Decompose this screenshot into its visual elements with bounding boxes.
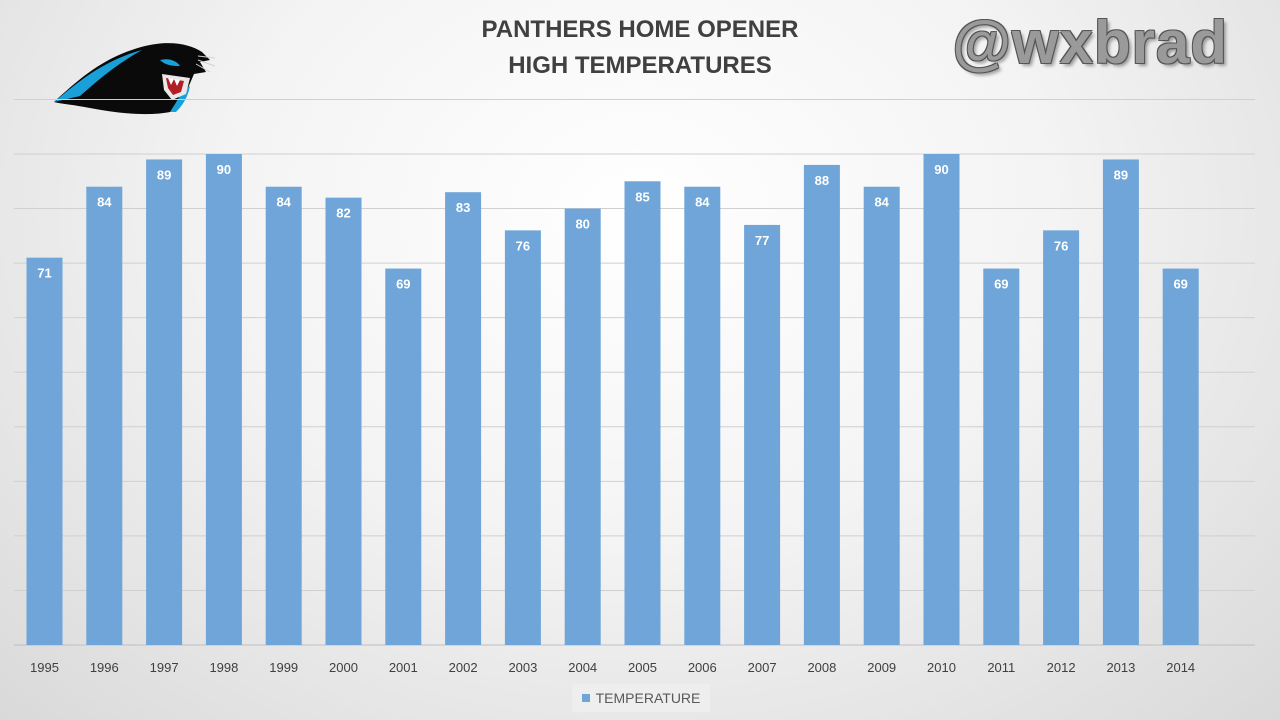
data-label-2013: 89 bbox=[1114, 167, 1128, 182]
data-label-2001: 69 bbox=[396, 277, 410, 292]
legend-label: TEMPERATURE bbox=[595, 690, 701, 706]
bar-2005 bbox=[624, 181, 661, 645]
data-label-2002: 83 bbox=[456, 200, 470, 215]
legend-swatch bbox=[581, 694, 590, 702]
bar-1995 bbox=[26, 257, 63, 645]
data-label-2009: 84 bbox=[874, 195, 889, 210]
bar-2003 bbox=[504, 230, 541, 645]
x-tick-label-1999: 1999 bbox=[269, 660, 298, 675]
data-label-2006: 84 bbox=[695, 195, 710, 210]
bar-1997 bbox=[146, 159, 183, 645]
bar-1996 bbox=[86, 186, 123, 645]
x-tick-label-2008: 2008 bbox=[807, 660, 836, 675]
data-label-2010: 90 bbox=[934, 162, 948, 177]
legend: TEMPERATURE bbox=[572, 684, 710, 712]
data-label-1995: 71 bbox=[37, 266, 51, 281]
data-label-2004: 80 bbox=[575, 217, 589, 232]
x-tick-label-2000: 2000 bbox=[329, 660, 358, 675]
watermark-handle: @wxbrad bbox=[952, 9, 1228, 76]
bar-2004 bbox=[564, 208, 601, 646]
chart-title: PANTHERS HOME OPENER HIGH TEMPERATURES bbox=[340, 12, 940, 84]
data-label-2014: 69 bbox=[1173, 277, 1187, 292]
data-label-1998: 90 bbox=[217, 162, 231, 177]
x-tick-label-2011: 2011 bbox=[987, 660, 1015, 675]
bar-2013 bbox=[1102, 159, 1139, 645]
x-tick-label-2001: 2001 bbox=[389, 660, 418, 675]
bar-2001 bbox=[385, 268, 422, 645]
bar-2002 bbox=[445, 192, 482, 645]
data-label-2011: 69 bbox=[994, 277, 1008, 292]
x-tick-label-1998: 1998 bbox=[209, 660, 238, 675]
data-label-1996: 84 bbox=[97, 195, 112, 210]
bar-2000 bbox=[325, 197, 362, 645]
data-label-2003: 76 bbox=[516, 238, 530, 253]
chart-title-line-1: PANTHERS HOME OPENER bbox=[481, 16, 799, 43]
x-tick-label-2005: 2005 bbox=[628, 660, 657, 675]
x-tick-label-2003: 2003 bbox=[508, 660, 537, 675]
bar-2008 bbox=[803, 164, 840, 645]
data-label-2000: 82 bbox=[336, 206, 350, 221]
chart-title-line-2: HIGH TEMPERATURES bbox=[508, 52, 772, 79]
bar-1999 bbox=[265, 186, 302, 645]
x-tick-label-2013: 2013 bbox=[1106, 660, 1135, 675]
panthers-logo-icon bbox=[54, 43, 215, 115]
bar-1998 bbox=[205, 154, 242, 645]
x-tick-label-2014: 2014 bbox=[1166, 660, 1195, 675]
bar-2007 bbox=[744, 224, 781, 645]
data-label-2007: 77 bbox=[755, 233, 769, 248]
x-tick-label-2010: 2010 bbox=[927, 660, 956, 675]
x-tick-label-2009: 2009 bbox=[867, 660, 896, 675]
data-label-1997: 89 bbox=[157, 167, 171, 182]
data-label-2008: 88 bbox=[815, 173, 829, 188]
data-label-2005: 85 bbox=[635, 189, 649, 204]
bar-2009 bbox=[863, 186, 900, 645]
x-tick-label-2007: 2007 bbox=[748, 660, 777, 675]
bar-2014 bbox=[1162, 268, 1199, 645]
x-tick-label-1995: 1995 bbox=[30, 660, 59, 675]
x-tick-label-2006: 2006 bbox=[688, 660, 717, 675]
x-tick-label-1997: 1997 bbox=[150, 660, 179, 675]
x-tick-label-1996: 1996 bbox=[90, 660, 119, 675]
data-label-1999: 84 bbox=[276, 195, 291, 210]
x-tick-label-2004: 2004 bbox=[568, 660, 597, 675]
x-tick-label-2002: 2002 bbox=[449, 660, 478, 675]
bar-2006 bbox=[684, 186, 721, 645]
bar-2012 bbox=[1043, 230, 1080, 645]
data-label-2012: 76 bbox=[1054, 238, 1068, 253]
bar-2010 bbox=[923, 154, 960, 645]
bar-2011 bbox=[983, 268, 1020, 645]
x-tick-label-2012: 2012 bbox=[1047, 660, 1076, 675]
